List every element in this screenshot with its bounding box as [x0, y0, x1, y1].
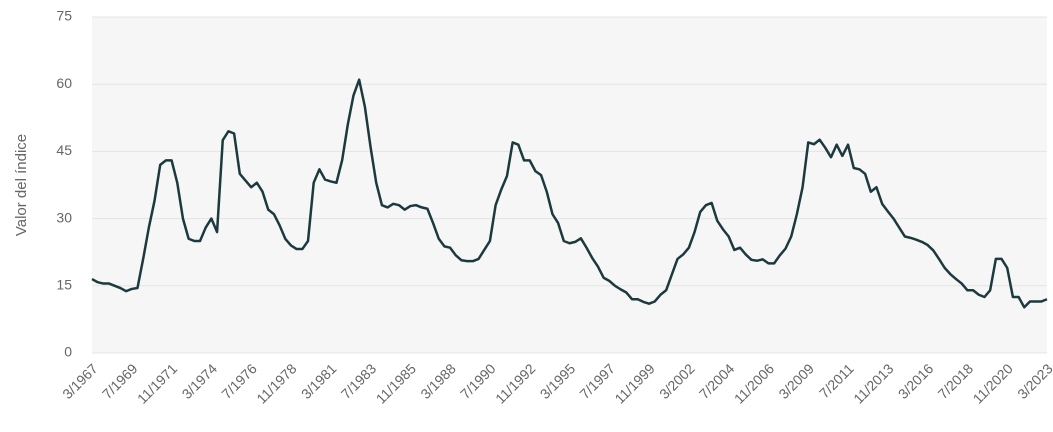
- x-tick-label: 3/1995: [537, 360, 579, 402]
- x-tick-label: 11/1999: [611, 360, 658, 407]
- x-tick-label: 11/1978: [253, 360, 300, 407]
- y-tick-label: 15: [56, 277, 72, 293]
- x-tick-label: 3/1981: [298, 360, 340, 402]
- x-tick-label: 11/2013: [850, 360, 897, 407]
- y-tick-label: 75: [56, 8, 72, 24]
- y-axis-label: Valor del índice: [13, 134, 30, 236]
- x-tick-label: 11/2020: [970, 360, 1017, 407]
- x-tick-label: 11/2006: [731, 360, 778, 407]
- y-tick-label: 30: [56, 209, 72, 225]
- y-tick-label: 45: [56, 142, 72, 158]
- line: [91, 78, 1048, 309]
- plot-background: [92, 17, 1047, 353]
- x-tick-label: 11/1985: [373, 360, 420, 407]
- y-tick-label: 60: [56, 75, 72, 91]
- x-tick-label: 3/1988: [417, 360, 459, 402]
- x-tick-label: 3/2002: [656, 360, 698, 402]
- x-tick-label: 3/2023: [1014, 360, 1053, 402]
- x-tick-label: 3/2016: [895, 360, 937, 402]
- x-tick-label: 3/1974: [179, 360, 221, 402]
- y-tick-label: 0: [64, 344, 72, 360]
- x-tick-label: 11/1992: [492, 360, 539, 407]
- x-tick-label: 3/2009: [775, 360, 817, 402]
- x-tick-label: 3/1967: [59, 360, 101, 402]
- x-tick-label: 11/1971: [134, 360, 181, 407]
